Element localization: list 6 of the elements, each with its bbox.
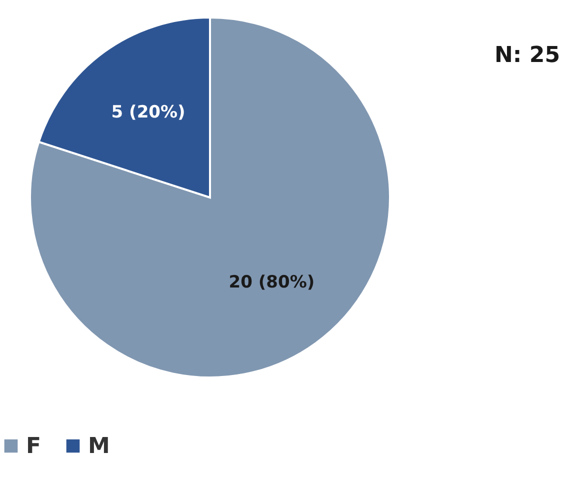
text: N: 25 (494, 43, 560, 68)
data-label: 5 (20%) (111, 102, 186, 123)
data-label: 20 (80%) (228, 272, 315, 292)
legend-label: M (88, 434, 110, 459)
legend-label: F (26, 434, 42, 459)
pie-slice (29, 16, 391, 378)
